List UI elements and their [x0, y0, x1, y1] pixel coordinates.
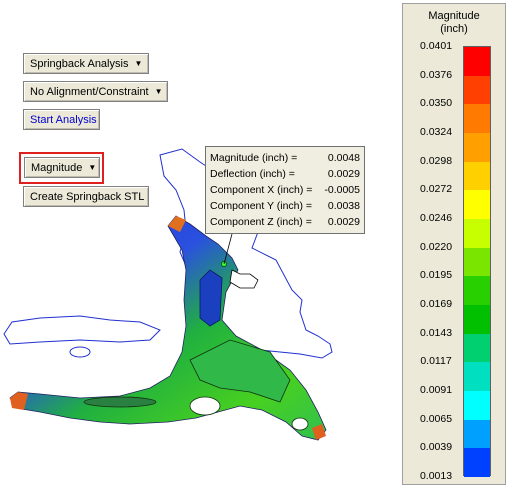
chevron-down-icon: ▼	[154, 87, 163, 96]
springback-analysis-label: Springback Analysis	[30, 57, 129, 70]
legend-label: 0.0246	[419, 212, 453, 224]
legend-swatch	[464, 362, 490, 392]
legend-swatch	[464, 104, 490, 134]
part-hole	[189, 396, 221, 416]
tooltip-row: Component Z (inch) = 0.0029	[210, 216, 360, 228]
tooltip-row: Magnitude (inch) = 0.0048	[210, 152, 360, 164]
tooltip-row: Deflection (inch) = 0.0029	[210, 168, 360, 180]
start-analysis-label: Start Analysis	[30, 113, 97, 126]
chevron-down-icon: ▼	[88, 163, 97, 172]
legend-label: 0.0220	[419, 240, 453, 253]
legend-label: 0.0091	[419, 384, 453, 396]
nominal-hole	[69, 346, 91, 358]
legend-swatch	[464, 219, 490, 249]
part-pocket	[189, 339, 291, 403]
legend-swatch	[464, 161, 490, 191]
alignment-dropdown[interactable]: No Alignment/Constraint ▼	[23, 81, 168, 102]
nominal-outline-left	[3, 315, 161, 345]
legend-title: Magnitude (inch)	[428, 10, 480, 35]
part-tip-top	[168, 216, 186, 232]
legend-label: 0.0376	[419, 68, 453, 81]
legend-label: 0.0195	[419, 269, 453, 282]
color-scale	[463, 46, 491, 478]
legend-swatch	[464, 333, 490, 363]
part-slot	[83, 396, 157, 408]
part-body	[9, 215, 327, 441]
hand-cursor-icon	[229, 269, 259, 289]
legend-swatch	[464, 305, 490, 335]
tooltip-row: Component X (inch) = -0.0005	[210, 184, 360, 196]
alignment-label: No Alignment/Constraint	[30, 85, 149, 98]
probe-leader	[223, 233, 233, 265]
legend-swatch	[464, 47, 490, 77]
magnitude-label: Magnitude	[31, 161, 83, 174]
legend-swatch	[464, 419, 490, 449]
legend-swatch	[464, 133, 490, 163]
legend-label: 0.0298	[419, 154, 453, 167]
create-stl-label: Create Springback STL	[30, 190, 145, 203]
legend-label: 0.0324	[419, 126, 453, 138]
legend-swatch	[464, 247, 490, 277]
part-boss	[291, 417, 309, 431]
part-rib	[199, 269, 223, 327]
legend-swatch	[464, 391, 490, 421]
legend-label: 0.0013	[419, 470, 453, 482]
springback-analysis-dropdown[interactable]: Springback Analysis ▼	[23, 53, 149, 74]
legend-label: 0.0169	[419, 298, 453, 310]
legend-label: 0.0401	[419, 40, 453, 52]
legend-label: 0.0272	[419, 183, 453, 196]
legend-label: 0.0143	[419, 326, 453, 339]
part-tip-left	[10, 392, 28, 410]
chevron-down-icon: ▼	[134, 59, 143, 68]
tooltip-row: Component Y (inch) = 0.0038	[210, 200, 360, 212]
legend-label: 0.0350	[419, 97, 453, 110]
probe-tooltip: Magnitude (inch) = 0.0048 Deflection (inc…	[205, 146, 365, 234]
magnitude-highlight	[19, 152, 104, 184]
legend-swatch	[464, 448, 490, 478]
legend-swatch	[464, 75, 490, 105]
legend-swatch	[464, 276, 490, 306]
color-legend: Magnitude (inch) 0.0401 0.0376 0.0350 0.032…	[402, 3, 506, 485]
create-springback-stl-button[interactable]: Create Springback STL	[23, 186, 149, 207]
legend-label: 0.0039	[419, 441, 453, 454]
legend-label: 0.0065	[419, 412, 453, 425]
legend-swatch	[464, 190, 490, 220]
part-tip-right	[312, 424, 326, 440]
magnitude-dropdown[interactable]: Magnitude ▼	[24, 157, 100, 178]
legend-label: 0.0117	[420, 355, 452, 368]
start-analysis-button[interactable]: Start Analysis	[23, 109, 100, 130]
